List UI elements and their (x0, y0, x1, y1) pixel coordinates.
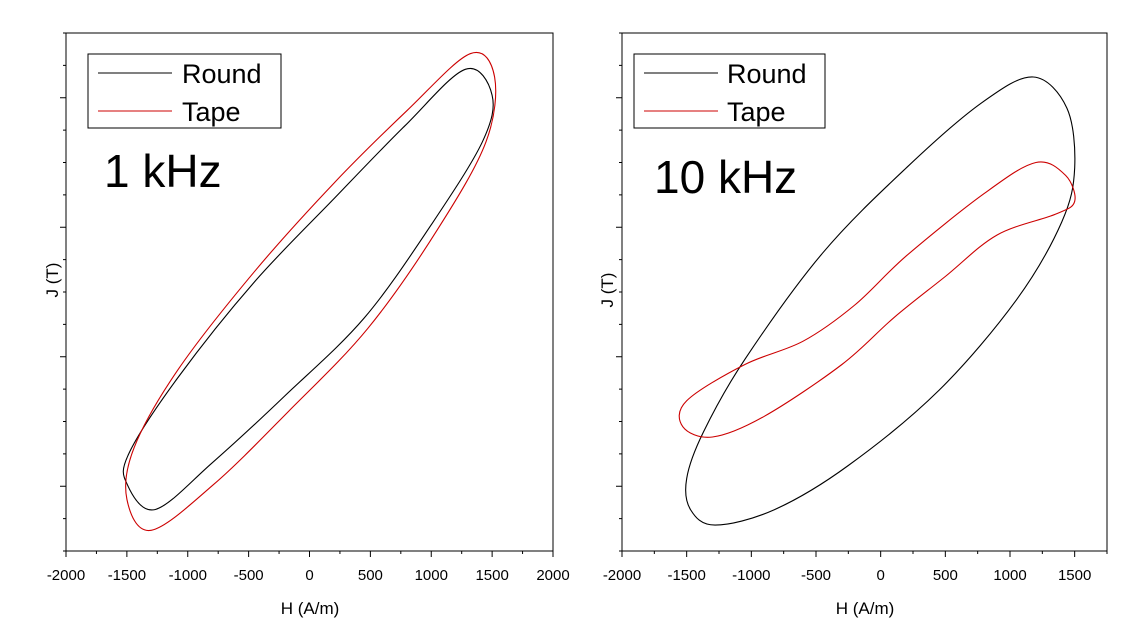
y-axis-label-10khz: J (T) (598, 273, 617, 308)
x-tick-label-1khz: 2000 (536, 567, 569, 584)
panel-10khz: -2000 -1500 -1000 -500 0 500 1000 1500 H (A/m) … (598, 32, 1108, 618)
x-tick-label-1khz: -1500 (108, 567, 146, 584)
legend-10khz: Round Tape (633, 53, 826, 129)
x-tick-label-10khz: 0 (876, 567, 884, 584)
legend-label-round-1khz: Round (182, 59, 262, 89)
series-line-round-10khz (685, 76, 1076, 526)
x-ticks-1khz: -2000 -1500 -1000 -500 0 500 1000 1500 2000 (47, 551, 570, 584)
x-axis-label-1khz: H (A/m) (281, 599, 340, 618)
x-tick-label-1khz: -500 (234, 567, 264, 584)
frequency-annotation-1khz: 1 kHz (104, 145, 222, 197)
x-tick-label-10khz: -1000 (732, 567, 770, 584)
legend-box-10khz (633, 53, 826, 129)
x-tick-label-1khz: 0 (305, 567, 313, 584)
x-tick-label-1khz: 1500 (475, 567, 508, 584)
x-tick-label-10khz: 500 (933, 567, 958, 584)
x-tick-label-10khz: 1500 (1058, 567, 1091, 584)
curves-1khz (122, 51, 497, 531)
legend-1khz: Round Tape (87, 53, 282, 129)
x-tick-label-1khz: -2000 (47, 567, 85, 584)
x-tick-label-1khz: 1000 (415, 567, 448, 584)
series-line-tape-1khz (125, 51, 497, 531)
series-line-tape-10khz (678, 161, 1076, 438)
legend-label-round-10khz: Round (727, 59, 807, 89)
legend-label-tape-10khz: Tape (727, 97, 786, 127)
x-tick-label-10khz: -2000 (603, 567, 641, 584)
x-tick-label-1khz: -1000 (169, 567, 207, 584)
x-ticks-10khz: -2000 -1500 -1000 -500 0 500 1000 1500 (603, 551, 1108, 584)
y-ticks-1khz (60, 32, 66, 552)
frequency-annotation-10khz: 10 kHz (654, 151, 797, 203)
x-tick-label-1khz: 500 (358, 567, 383, 584)
legend-label-tape-1khz: Tape (182, 97, 241, 127)
curves-10khz (678, 76, 1076, 526)
y-ticks-10khz (616, 32, 622, 552)
x-tick-label-10khz: -1500 (667, 567, 705, 584)
series-line-round-1khz (122, 67, 494, 511)
x-axis-label-10khz: H (A/m) (836, 599, 895, 618)
legend-box-1khz (87, 53, 282, 129)
panel-1khz: -2000 -1500 -1000 -500 0 500 1000 1500 2000 H (A… (43, 32, 570, 618)
x-tick-label-10khz: 1000 (993, 567, 1026, 584)
y-axis-label-1khz: J (T) (43, 263, 62, 298)
x-tick-label-10khz: -500 (801, 567, 831, 584)
